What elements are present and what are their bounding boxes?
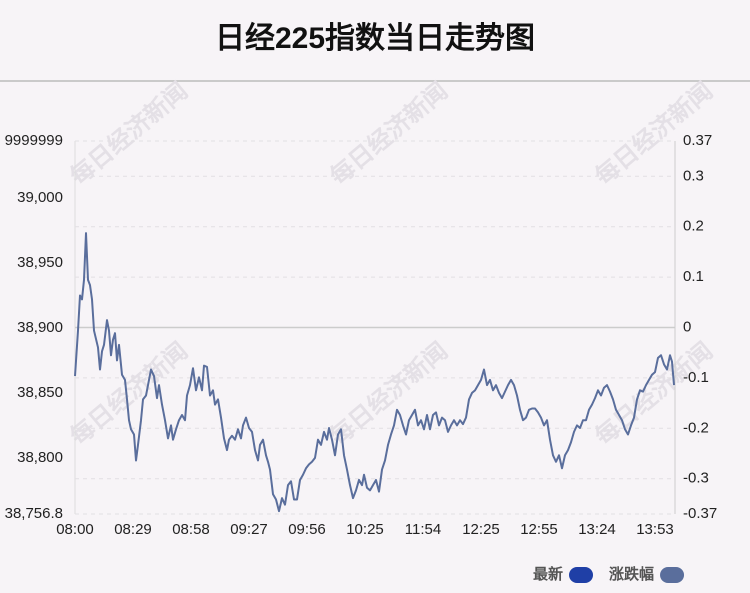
x-tick-label: 08:29 bbox=[114, 521, 152, 538]
x-tick-label: 08:00 bbox=[56, 521, 94, 538]
y-tick-label: 38,950 bbox=[17, 254, 63, 271]
y-tick-label: 38,900 bbox=[17, 319, 63, 336]
y2-tick-label: 0.1 bbox=[683, 268, 704, 285]
legend-swatch bbox=[660, 567, 685, 583]
x-tick-label: 09:56 bbox=[288, 521, 326, 538]
y-tick-label: 39,000 bbox=[17, 189, 63, 206]
y2-tick-label: -0.2 bbox=[683, 419, 709, 436]
y2-tick-label: 0.3 bbox=[683, 167, 704, 184]
x-tick-label: 10:25 bbox=[346, 521, 384, 538]
x-tick-label: 13:53 bbox=[636, 521, 674, 538]
y-tick-label: 9999999 bbox=[5, 132, 63, 149]
y2-tick-label: 0.37 bbox=[683, 132, 712, 149]
legend-label: 涨跌幅 bbox=[609, 565, 654, 583]
x-tick-label: 09:27 bbox=[230, 521, 268, 538]
y2-tick-label: -0.37 bbox=[683, 505, 717, 522]
x-tick-label: 12:25 bbox=[462, 521, 500, 538]
line-series bbox=[74, 232, 675, 513]
x-tick-label: 13:24 bbox=[578, 521, 616, 538]
x-tick-label: 11:54 bbox=[405, 521, 441, 538]
x-tick-label: 12:55 bbox=[520, 521, 558, 538]
y2-tick-label: 0 bbox=[683, 318, 691, 335]
chart-title: 日经225指数当日走势图 bbox=[215, 21, 535, 55]
y-tick-label: 38,756.8 bbox=[5, 505, 63, 522]
legend-label: 最新 bbox=[533, 565, 563, 583]
y2-tick-label: -0.3 bbox=[683, 470, 709, 487]
x-tick-label: 08:58 bbox=[172, 521, 210, 538]
y-tick-label: 38,800 bbox=[17, 449, 63, 466]
y2-tick-label: -0.1 bbox=[683, 369, 709, 386]
y2-tick-label: 0.2 bbox=[683, 218, 704, 235]
y-tick-label: 38,850 bbox=[17, 384, 63, 401]
legend-swatch bbox=[569, 567, 594, 583]
